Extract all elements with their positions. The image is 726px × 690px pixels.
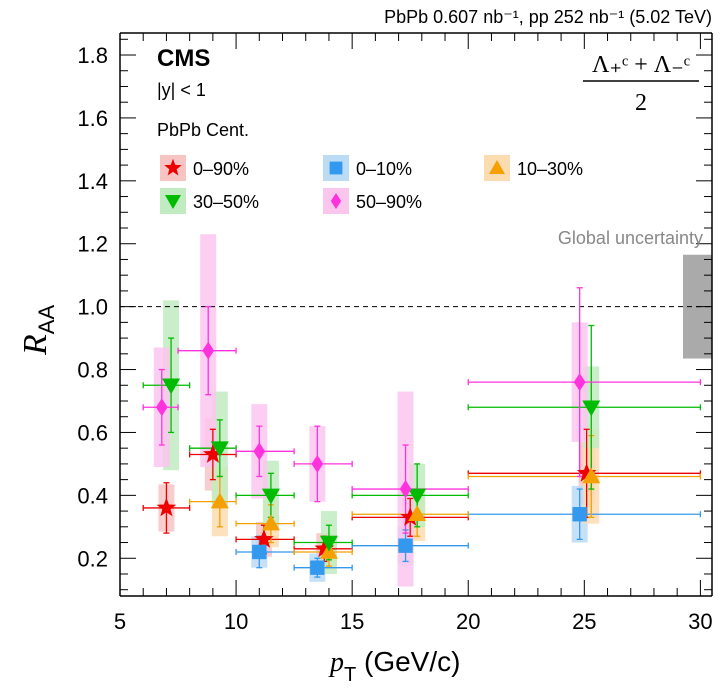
marker-s3-p3 [319, 535, 338, 552]
x-tick-label: 20 [456, 609, 480, 634]
marker-s2-p1 [261, 514, 280, 531]
y-axis-title: RAA [17, 305, 59, 356]
global-uncertainty-label: Global uncertainty [558, 228, 703, 248]
legend-item: 0–90% [160, 155, 249, 181]
x-tick-label: 25 [572, 609, 596, 634]
marker-s1-p3 [572, 507, 587, 522]
y-tick-label: 1.0 [77, 295, 108, 320]
marker-s0-p5 [576, 462, 597, 482]
marker-s2-p3 [408, 505, 427, 521]
legend-label: 30–50% [193, 192, 259, 212]
y-tick-label: 0.8 [77, 358, 108, 383]
legend-marker [330, 193, 342, 209]
x-tick-label: 30 [688, 609, 712, 634]
axes: 5 10 15 20 25 30 0.2 0.4 0.6 0.8 1.0 1.2 1.4 1.6 1.8 [77, 32, 713, 634]
legend-marker [329, 161, 343, 175]
marker-s4-p2 [253, 442, 266, 461]
legend-marker [489, 160, 505, 174]
marker-s4-p5 [573, 373, 586, 392]
marker-s4-p1 [202, 341, 215, 360]
experiment-label: CMS [157, 45, 210, 72]
marker-s1-p1 [310, 560, 325, 575]
legend-item: 0–10% [323, 155, 412, 181]
y-tick-label: 1.4 [77, 169, 108, 194]
legend-label: 10–30% [517, 159, 583, 179]
legend-item: 30–50% [160, 188, 259, 214]
y-tick-label: 0.4 [77, 483, 108, 508]
marker-s3-p1 [210, 441, 229, 458]
particle-label-numerator: Λ₊ᶜ + Λ₋ᶜ [592, 52, 690, 78]
legend-label: 50–90% [356, 192, 422, 212]
marker-s2-p4 [582, 467, 601, 484]
y-tick-label: 1.6 [77, 106, 108, 131]
marker-s0-p0 [156, 497, 177, 517]
legend-title: PbPb Cent. [157, 120, 249, 140]
marker-s1-p2 [398, 538, 413, 553]
y-tick-label: 0.2 [77, 546, 108, 571]
x-axis-title: pT (GeV/c) [328, 646, 460, 686]
marker-s0-p3 [314, 538, 335, 558]
legend-label: 0–90% [193, 159, 249, 179]
marker-s3-p2 [261, 488, 280, 505]
marker-s3-p4 [408, 488, 427, 505]
systematic-boxes [153, 234, 712, 587]
marker-s2-p0 [210, 492, 229, 509]
x-tick-label: 15 [340, 609, 364, 634]
marker-s3-p5 [582, 400, 601, 417]
marker-s0-p2 [254, 529, 274, 548]
marker-s0-p1 [203, 444, 223, 463]
x-tick-label: 5 [114, 609, 126, 634]
legend-item: 10–30% [484, 155, 583, 181]
marker-s1-p0 [252, 544, 267, 560]
legend-marker [164, 158, 182, 176]
legend-label: 0–10% [356, 159, 412, 179]
marker-s4-p3 [311, 454, 324, 473]
marker-s4-p0 [155, 398, 168, 417]
particle-label-denominator: 2 [635, 90, 647, 116]
data-markers [155, 341, 601, 575]
y-tick-label: 1.8 [77, 43, 108, 68]
marker-s4-p4 [399, 480, 412, 499]
legend-marker [165, 195, 181, 209]
y-tick-label: 0.6 [77, 420, 108, 445]
x-tick-label: 10 [224, 609, 248, 634]
marker-s3-p0 [162, 378, 181, 395]
header-text: PbPb 0.607 nb⁻¹, pp 252 nb⁻¹ (5.02 TeV) [384, 7, 712, 27]
legend-item: 50–90% [323, 188, 422, 214]
marker-s0-p4 [400, 507, 421, 526]
rapidity-label: |y| < 1 [157, 80, 206, 100]
legend: 0–90% 0–10% 10–30% 30–50% 50–90% [160, 155, 583, 214]
y-tick-label: 1.2 [77, 232, 108, 257]
